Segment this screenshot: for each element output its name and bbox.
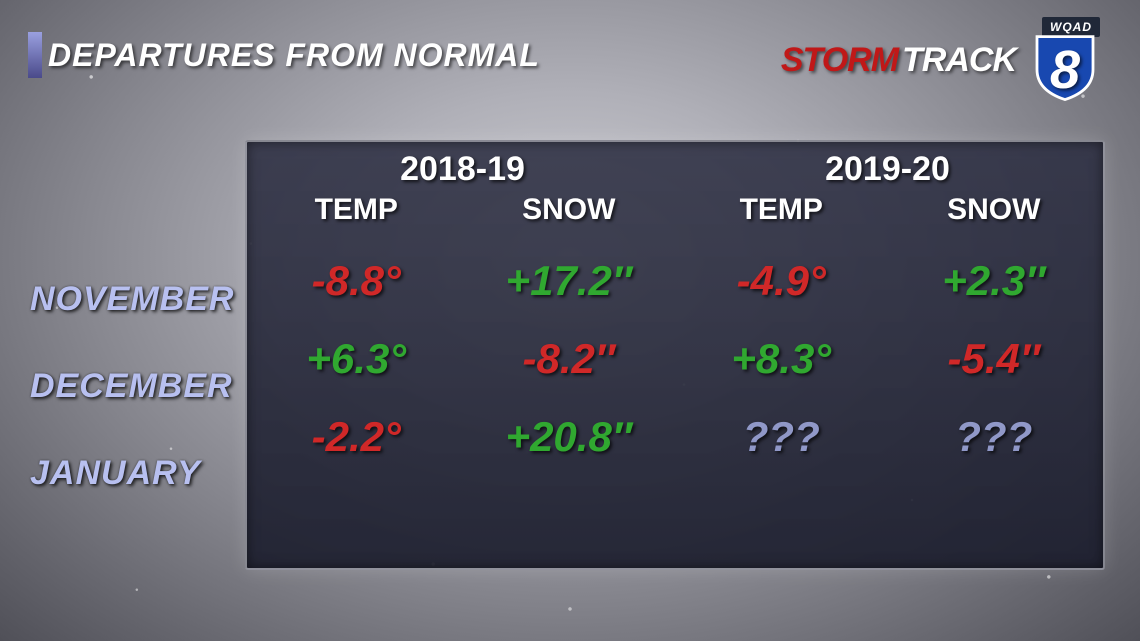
title-bar: DEPARTURES FROM NORMAL	[28, 32, 540, 78]
cell-value: -8.8°	[250, 257, 463, 305]
cell-value: -2.2°	[250, 413, 463, 461]
station-logo: WQAD 8	[1020, 15, 1110, 105]
brand: STORM TRACK WQAD 8	[781, 15, 1110, 105]
cell-value: -5.4″	[888, 335, 1101, 383]
col-header-snow: SNOW	[463, 193, 676, 227]
season-header: 2018-19	[250, 150, 675, 189]
brand-word-track: TRACK	[902, 41, 1016, 80]
cell-value: +2.3″	[888, 257, 1101, 305]
cell-value: -8.2″	[463, 335, 676, 383]
month-label: DECEMBER	[30, 367, 234, 406]
data-grid: 2018-19 2019-20 TEMP SNOW TEMP SNOW -8.8…	[250, 150, 1100, 461]
title-accent	[28, 32, 42, 78]
month-label: NOVEMBER	[30, 280, 234, 319]
cell-value: -4.9°	[675, 257, 888, 305]
cell-value: +17.2″	[463, 257, 676, 305]
month-label: JANUARY	[30, 454, 234, 493]
channel-number: 8	[1020, 39, 1110, 101]
col-header-temp: TEMP	[250, 193, 463, 227]
cell-value: ???	[888, 413, 1101, 461]
season-header: 2019-20	[675, 150, 1100, 189]
col-header-snow: SNOW	[888, 193, 1101, 227]
cell-value: +8.3°	[675, 335, 888, 383]
cell-value: ???	[675, 413, 888, 461]
page-title: DEPARTURES FROM NORMAL	[48, 37, 540, 74]
month-labels: NOVEMBER DECEMBER JANUARY	[30, 280, 234, 493]
brand-word-storm: STORM	[781, 41, 898, 80]
cell-value: +20.8″	[463, 413, 676, 461]
cell-value: +6.3°	[250, 335, 463, 383]
col-header-temp: TEMP	[675, 193, 888, 227]
